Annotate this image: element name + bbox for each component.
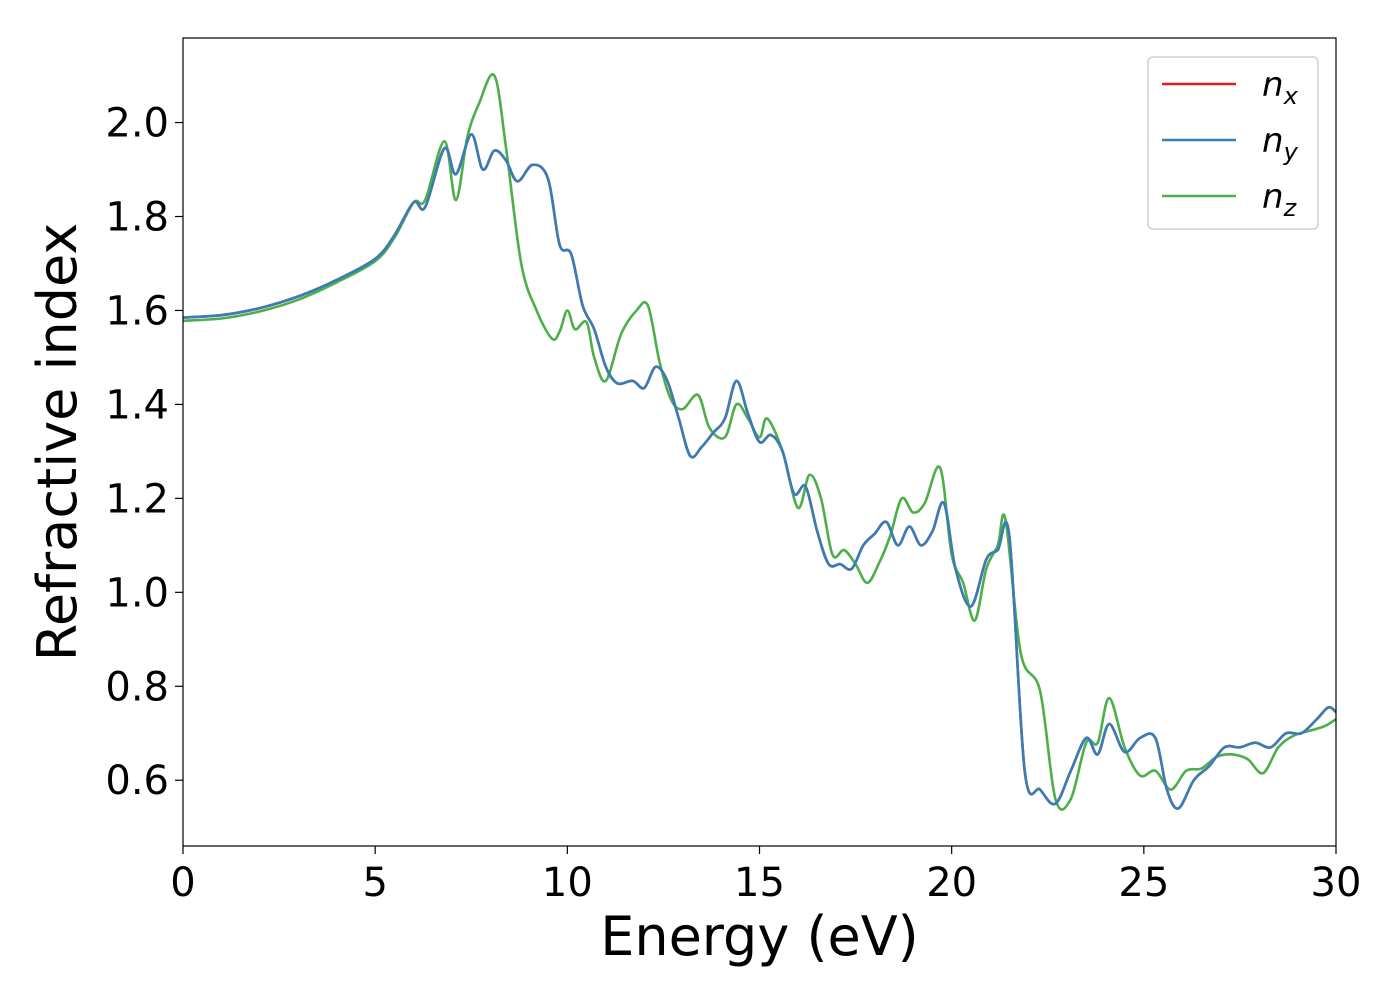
y-tick-label: 1.8 <box>105 195 169 241</box>
legend-label-base: n <box>1262 65 1284 105</box>
x-tick-label: 10 <box>542 860 593 906</box>
x-axis-label: Energy (eV) <box>600 905 919 968</box>
x-tick-label: 5 <box>362 860 387 906</box>
x-tick-label: 0 <box>170 860 195 906</box>
y-tick-label: 1.2 <box>105 476 169 522</box>
y-tick-label: 2.0 <box>105 101 169 147</box>
x-tick-label: 15 <box>734 860 785 906</box>
x-tick-label: 25 <box>1118 860 1169 906</box>
y-axis-label: Refractive index <box>26 223 89 662</box>
x-axis-ticks: 0 5 10 15 20 25 30 <box>170 846 1361 906</box>
series-line-ny <box>182 132 1337 810</box>
legend-label-subscript: z <box>1283 194 1298 222</box>
legend-label-base: n <box>1262 177 1284 217</box>
y-tick-label: 0.6 <box>105 758 169 804</box>
legend-label-base: n <box>1262 121 1284 161</box>
legend-label-subscript: y <box>1283 138 1299 166</box>
series-line-nz <box>182 73 1337 811</box>
series-line-nx <box>182 132 1337 810</box>
y-axis-ticks: 0.6 0.8 1.0 1.2 1.4 1.6 1.8 2.0 <box>105 101 183 804</box>
legend-label-nx: nx <box>1262 65 1299 110</box>
y-tick-label: 1.0 <box>105 570 169 616</box>
legend-box <box>1147 56 1319 230</box>
x-tick-label: 30 <box>1311 860 1362 906</box>
legend-label-ny: ny <box>1262 121 1299 166</box>
y-tick-label: 1.6 <box>105 288 169 334</box>
y-tick-label: 1.4 <box>105 382 169 428</box>
y-tick-label: 0.8 <box>105 664 169 710</box>
legend-label-nz: nz <box>1262 177 1298 222</box>
legend-label-subscript: x <box>1283 82 1299 110</box>
x-tick-label: 20 <box>926 860 977 906</box>
series-layer <box>182 73 1337 811</box>
